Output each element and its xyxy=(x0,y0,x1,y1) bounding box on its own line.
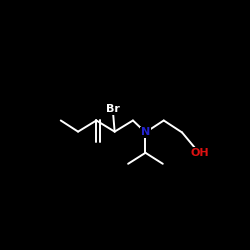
Text: N: N xyxy=(141,128,150,138)
Text: Br: Br xyxy=(106,104,120,114)
Text: OH: OH xyxy=(190,148,209,158)
